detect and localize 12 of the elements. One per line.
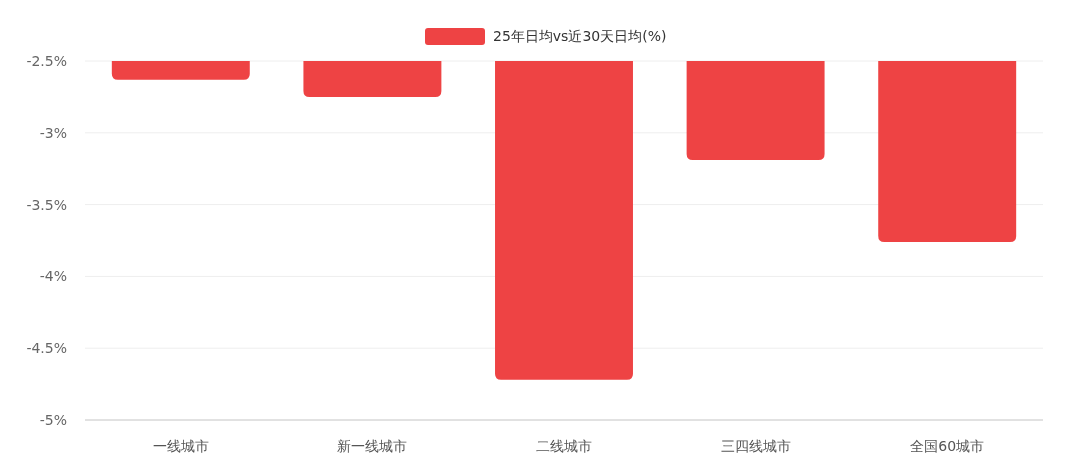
y-tick-label: -3.5% (26, 196, 67, 213)
y-tick-label: -2.5% (26, 53, 67, 69)
x-tick-label: 一线城市 (152, 438, 209, 454)
y-tick-label: -5% (39, 412, 67, 428)
x-tick-label: 新一线城市 (337, 438, 408, 454)
y-tick-label: -3% (39, 124, 67, 141)
x-tick-label: 全国60城市 (910, 438, 985, 454)
y-tick-label: -4% (39, 268, 67, 285)
x-tick-label: 三四线城市 (720, 438, 791, 454)
legend-label: 25年日均vs近30天日均(%) (493, 28, 667, 44)
y-tick-label: -4.5% (26, 340, 67, 357)
x-tick-label: 二线城市 (536, 438, 592, 454)
